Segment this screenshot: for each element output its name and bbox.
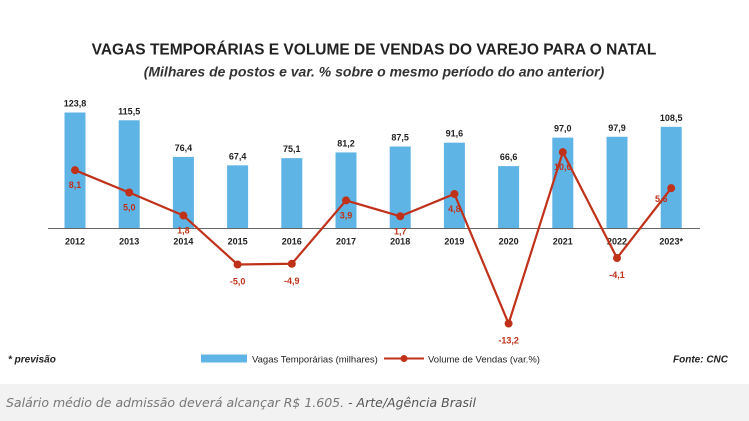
line-value-label: 1,8 [177, 226, 190, 236]
bar-value-label: 75,1 [283, 144, 301, 154]
legend-line-marker [400, 355, 408, 362]
bar-value-label: 76,4 [175, 143, 193, 153]
bar [498, 166, 520, 229]
sales-volume-point [450, 189, 459, 198]
line-value-label: 5,6 [655, 194, 668, 204]
chart-subtitle: (Milhares de postos e var. % sobre o mes… [144, 64, 605, 80]
bar-value-label: 115,5 [118, 106, 140, 116]
sales-volume-point [396, 212, 405, 221]
legend-bar-label: Vagas Temporárias (milhares) [252, 355, 378, 366]
bar [660, 126, 682, 229]
bar-value-label: 81,2 [337, 138, 355, 148]
bar-value-label: 87,5 [391, 133, 409, 143]
bar-value-label: 67,4 [229, 151, 247, 161]
sales-volume-point [558, 148, 567, 157]
bar [606, 136, 628, 229]
bar-value-label: 123,8 [64, 99, 87, 109]
bar [172, 156, 194, 229]
bar-value-label: 108,5 [660, 113, 683, 123]
sales-volume-point [71, 166, 79, 175]
x-tick-label: 2013 [119, 237, 139, 247]
bar [443, 142, 465, 229]
sales-volume-point [125, 188, 134, 197]
line-value-label: 10,6 [554, 162, 572, 172]
bar [389, 146, 411, 229]
sales-volume-point [667, 184, 676, 193]
source-note: Fonte: CNC [673, 355, 729, 366]
legend: Vagas Temporárias (milhares) Volume de V… [201, 354, 540, 366]
sales-volume-point [342, 196, 350, 205]
bar-value-label: 91,6 [446, 129, 464, 139]
chart-title: VAGAS TEMPORÁRIAS E VOLUME DE VENDAS DO … [92, 42, 657, 59]
line-value-label: -4,1 [609, 270, 625, 280]
caption-text: Salário médio de admissão deverá alcança… [6, 395, 345, 410]
x-tick-label: 2012 [65, 237, 85, 247]
line-value-label: -5,0 [230, 277, 246, 287]
bar-value-label: 97,9 [608, 123, 626, 133]
x-tick-label: 2014 [173, 237, 193, 247]
sales-volume-line [74, 151, 673, 325]
sales-volume-point [613, 254, 621, 263]
x-tick-label: 2015 [228, 237, 248, 247]
caption-bar: Salário médio de admissão deverá alcança… [0, 384, 749, 421]
bar-value-label: 66,6 [500, 152, 518, 162]
footnote: * previsão [8, 355, 56, 366]
bar [118, 120, 140, 229]
x-tick-label: 2023* [659, 237, 683, 247]
caption-credit: - Arte/Agência Brasil [344, 395, 476, 410]
legend-bar-swatch [201, 354, 247, 363]
x-tick-label: 2021 [553, 237, 573, 247]
x-tick-label: 2022 [607, 237, 627, 247]
line-value-label: 1,7 [394, 226, 407, 236]
bar-value-label: 97,0 [554, 124, 572, 134]
x-tick-label: 2018 [390, 237, 410, 247]
sales-volume-point [504, 319, 513, 328]
line-value-label: 4,8 [448, 204, 461, 214]
sales-volume-point [179, 211, 188, 220]
line-value-label: 5,0 [123, 203, 136, 213]
x-tick-label: 2019 [444, 237, 464, 247]
image-caption: Salário médio de admissão deverá alcança… [6, 395, 476, 410]
legend-line-label: Volume de Vendas (var.%) [428, 355, 540, 366]
line-value-label: 8,1 [69, 180, 82, 190]
x-tick-label: 2017 [336, 237, 356, 247]
x-tick-label: 2016 [282, 237, 302, 247]
sales-volume-point [287, 259, 296, 268]
line-value-label: 3,9 [340, 210, 353, 220]
bar [335, 152, 357, 229]
sales-volume-point [233, 260, 242, 269]
line-value-label: -4,9 [284, 276, 300, 286]
x-tick-label: 2020 [499, 237, 519, 247]
bar [281, 158, 303, 229]
bar [227, 165, 249, 229]
line-value-label: -13,2 [498, 336, 519, 346]
